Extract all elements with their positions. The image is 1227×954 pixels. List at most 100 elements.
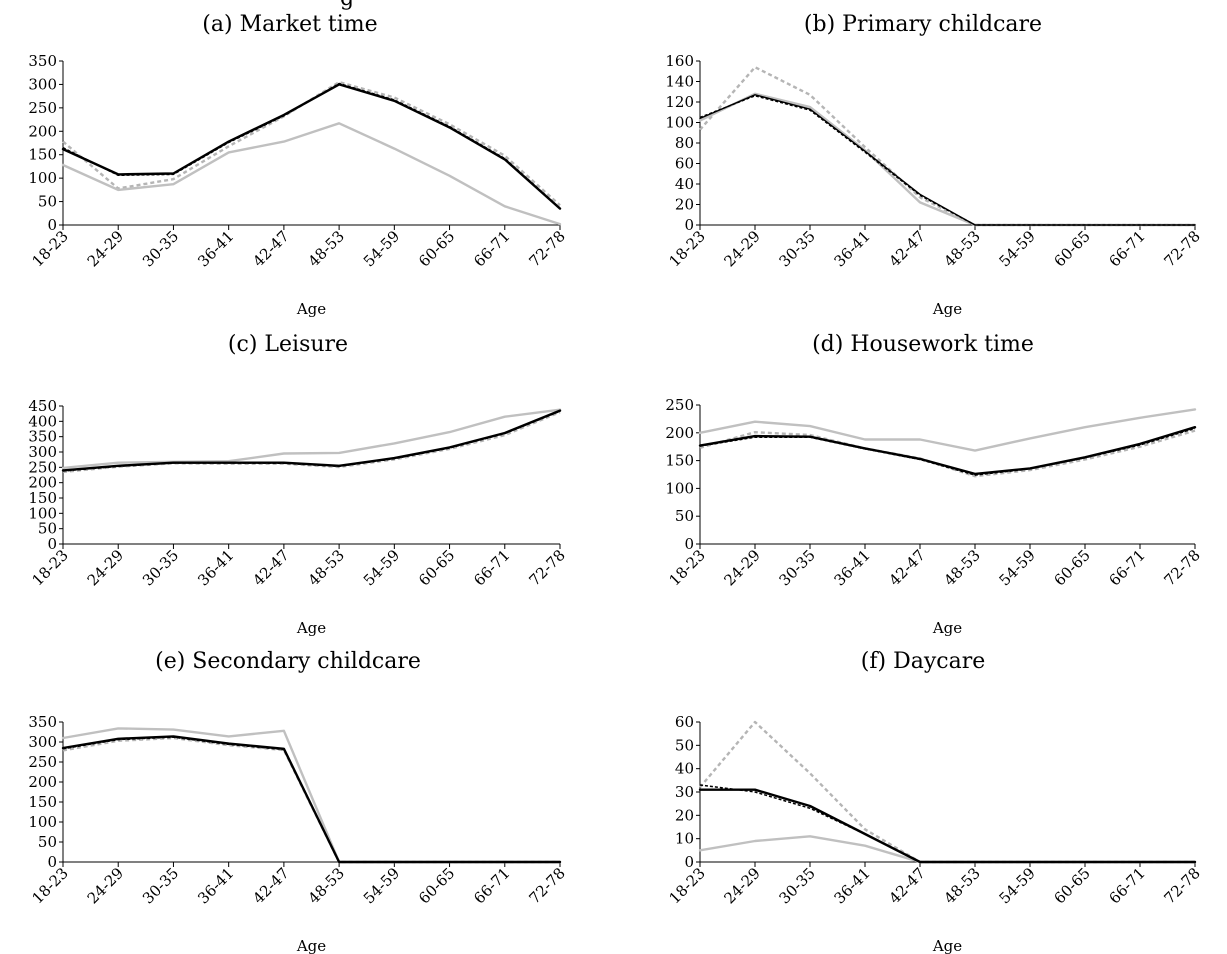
y-tick-label: 120 — [665, 93, 694, 111]
x-tick-label: 60-65 — [415, 227, 458, 270]
cut-off-figure-title: g — [340, 0, 354, 11]
x-tick-label: 24-29 — [84, 227, 127, 270]
x-axis-title: Age — [296, 937, 326, 954]
y-tick-label: 200 — [28, 474, 57, 492]
y-tick-label: 160 — [665, 52, 694, 70]
x-tick-label: 24-29 — [721, 227, 764, 270]
x-tick-label: 72-78 — [1161, 227, 1204, 270]
y-tick-label: 350 — [28, 713, 57, 731]
x-tick-label: 60-65 — [1051, 864, 1094, 907]
y-tick-label: 0 — [684, 535, 694, 553]
y-tick-label: 0 — [684, 216, 694, 234]
series-line-1 — [699, 94, 1196, 226]
y-tick-label: 80 — [675, 134, 694, 152]
panel-f: (f) Daycare 0 10 20 30 40 50 60 18-23 24-29 30-35… — [617, 636, 1227, 954]
panel-title: (a) Market time — [202, 12, 378, 37]
panel-title: (f) Daycare — [860, 649, 986, 674]
y-tick-label: 40 — [675, 760, 694, 778]
x-tick-label: 72-78 — [1161, 546, 1204, 589]
x-tick-label: 54-59 — [360, 546, 403, 589]
panel-title: (b) Primary childcare — [803, 12, 1043, 37]
y-tick-label: 200 — [665, 424, 694, 442]
y-tick-label: 150 — [665, 452, 694, 470]
x-tick-label: 72-78 — [1161, 864, 1204, 907]
y-tick-label: 200 — [28, 122, 57, 140]
x-tick-label: 36-41 — [194, 546, 237, 589]
series-line-3 — [61, 122, 562, 226]
x-tick-label: 36-41 — [194, 227, 237, 270]
y-tick-label: 350 — [28, 52, 57, 70]
y-tick-label: 0 — [47, 535, 57, 553]
x-tick-label: 60-65 — [415, 546, 458, 589]
x-axis-title: Age — [296, 619, 326, 637]
y-tick-label: 10 — [675, 830, 694, 848]
y-tick-label: 0 — [684, 853, 694, 871]
x-tick-label: 42-47 — [886, 227, 929, 270]
x-tick-label: 30-35 — [776, 864, 819, 907]
series-line-2 — [699, 95, 1195, 226]
x-tick-label: 66-71 — [470, 227, 513, 270]
y-tick-label: 100 — [28, 504, 57, 522]
y-tick-label: 140 — [665, 73, 694, 91]
series-line-1 — [61, 83, 562, 210]
y-tick-label: 250 — [28, 458, 57, 476]
x-tick-label: 60-65 — [1051, 546, 1094, 589]
x-axis-title: Age — [932, 937, 962, 954]
x-tick-label: 24-29 — [721, 546, 764, 589]
x-tick-label: 66-71 — [1106, 864, 1149, 907]
y-tick-label: 50 — [675, 507, 694, 525]
x-tick-label: 30-35 — [776, 227, 819, 270]
panel-title: (e) Secondary childcare — [155, 649, 421, 674]
x-tick-label: 60-65 — [1051, 227, 1094, 270]
y-tick-label: 50 — [675, 736, 694, 754]
series-line-1 — [61, 735, 562, 864]
x-tick-label: 42-47 — [886, 864, 929, 907]
y-tick-label: 20 — [675, 806, 694, 824]
y-tick-label: 100 — [665, 114, 694, 132]
x-tick-label: 24-29 — [84, 864, 127, 907]
y-tick-label: 0 — [47, 216, 57, 234]
panel-e: (e) Secondary childcare 0 50 100 150 200 250 3… — [0, 636, 610, 954]
series-line-3 — [698, 835, 1197, 864]
x-tick-label: 36-41 — [194, 864, 237, 907]
x-axis-title: Age — [296, 300, 326, 318]
panel-title: (c) Leisure — [227, 332, 349, 357]
x-tick-label: 30-35 — [139, 227, 182, 270]
y-tick-label: 50 — [38, 520, 57, 538]
y-tick-label: 60 — [675, 155, 694, 173]
y-tick-label: 350 — [28, 428, 57, 446]
y-tick-label: 30 — [675, 783, 694, 801]
series-line-3 — [698, 408, 1197, 452]
x-tick-label: 36-41 — [831, 864, 874, 907]
y-tick-label: 250 — [28, 99, 57, 117]
y-tick-label: 0 — [47, 853, 57, 871]
series-line-4 — [62, 736, 560, 864]
x-axis-title: Age — [932, 619, 962, 637]
series-line-2 — [62, 82, 561, 209]
y-tick-label: 100 — [28, 169, 57, 187]
x-tick-label: 54-59 — [360, 864, 403, 907]
x-tick-label: 66-71 — [470, 864, 513, 907]
x-tick-label: 30-35 — [776, 546, 819, 589]
x-tick-label: 66-71 — [1106, 546, 1149, 589]
y-tick-label: 150 — [28, 146, 57, 164]
series-line-2 — [62, 736, 560, 863]
y-tick-label: 300 — [28, 443, 57, 461]
x-tick-label: 66-71 — [1106, 227, 1149, 270]
panel-d: (d) Housework time 0 50 100 150 200 250 18-23 2… — [617, 318, 1227, 638]
x-tick-label: 60-65 — [415, 864, 458, 907]
panel-b: (b) Primary childcare 0 20 40 60 80 100 120 140… — [617, 0, 1227, 320]
series-line-4 — [699, 720, 1195, 864]
y-tick-label: 300 — [28, 733, 57, 751]
series-line-3 — [698, 92, 1197, 227]
y-tick-label: 50 — [38, 193, 57, 211]
y-tick-label: 150 — [28, 793, 57, 811]
panel-title: (d) Housework time — [812, 332, 1034, 357]
x-tick-label: 66-71 — [470, 546, 513, 589]
